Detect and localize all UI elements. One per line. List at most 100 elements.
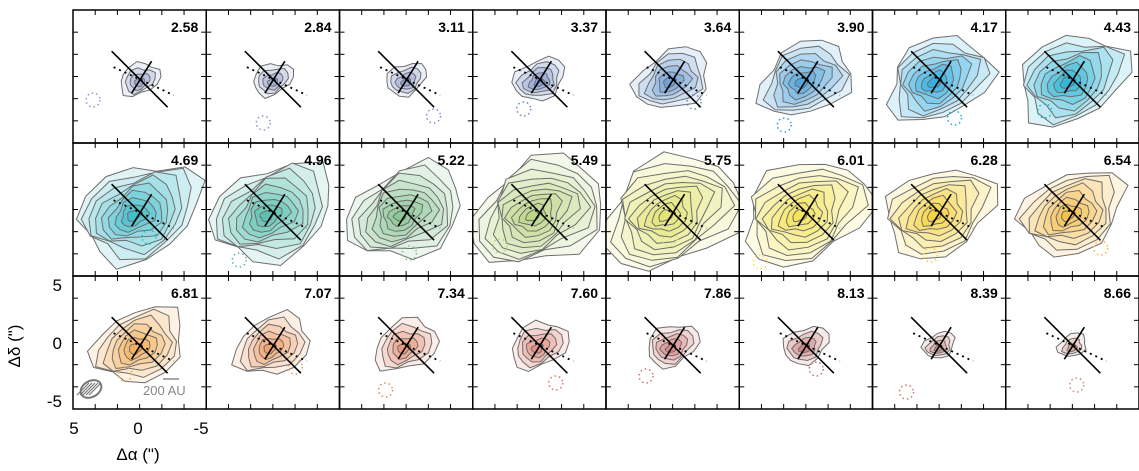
dotted-axis-line xyxy=(246,332,308,362)
minor-axis-line xyxy=(930,326,952,360)
dotted-axis-line xyxy=(246,66,308,96)
negative-contour xyxy=(231,252,247,268)
dotted-axis-line xyxy=(379,199,441,229)
emission-contours xyxy=(386,62,442,124)
velocity-label: 4.43 xyxy=(1104,19,1131,35)
dotted-axis-line xyxy=(779,66,841,96)
channel-panel: 3.37 xyxy=(472,9,607,144)
contour-level xyxy=(259,210,275,223)
y-tick-minus5: -5 xyxy=(47,392,62,411)
negative-contour xyxy=(808,361,824,377)
dotted-axis-line xyxy=(646,199,708,229)
channel-panel: 6.81 xyxy=(72,275,207,410)
minor-axis-line xyxy=(530,326,553,360)
x-tick-5: 5 xyxy=(69,419,78,438)
velocity-label: 4.69 xyxy=(171,152,198,168)
dotted-axis-line xyxy=(779,199,841,229)
y-tick-0: 0 xyxy=(53,334,62,353)
velocity-label: 5.49 xyxy=(571,152,598,168)
emission-contours xyxy=(782,325,830,377)
channel-panel: 8.66 xyxy=(1005,275,1139,410)
negative-contour xyxy=(946,110,963,126)
negative-contour xyxy=(255,115,271,131)
velocity-label: 3.11 xyxy=(438,19,465,35)
channel-panel: 4.69 xyxy=(72,142,207,277)
x-tick-minus5: -5 xyxy=(193,419,208,438)
minor-axis-line xyxy=(663,60,686,94)
minor-axis-line xyxy=(797,326,819,360)
dotted-axis-line xyxy=(512,66,574,96)
velocity-label: 6.54 xyxy=(1104,152,1131,168)
minor-axis-line xyxy=(1063,326,1086,360)
minor-axis-line xyxy=(264,326,286,360)
velocity-label: 6.28 xyxy=(971,152,998,168)
velocity-label: 6.81 xyxy=(171,285,198,301)
y-axis-label: Δδ (") xyxy=(5,325,24,368)
velocity-label: 4.17 xyxy=(971,19,998,35)
channel-panel: 5.49 xyxy=(472,142,607,277)
channel-panel: 7.07 xyxy=(205,275,341,410)
x-tick-0: 0 xyxy=(133,419,142,438)
minor-axis-line xyxy=(530,60,553,94)
minor-axis-line xyxy=(930,193,952,227)
emission-contours xyxy=(744,163,873,270)
emission-contours xyxy=(1021,34,1133,128)
negative-contour xyxy=(922,247,939,263)
negative-contour xyxy=(287,359,303,375)
velocity-label: 8.66 xyxy=(1104,285,1131,301)
minor-axis-line xyxy=(130,60,153,94)
minor-axis-line xyxy=(1063,193,1086,227)
negative-contour xyxy=(1069,377,1085,393)
dotted-axis-line xyxy=(113,66,175,96)
minor-axis-line xyxy=(130,193,153,227)
minor-axis-line xyxy=(397,193,419,227)
velocity-label: 3.90 xyxy=(837,19,864,35)
dotted-axis-line xyxy=(379,66,441,96)
emission-contours xyxy=(75,166,206,270)
channel-panel: 7.34 xyxy=(338,275,474,410)
dotted-axis-line xyxy=(512,199,574,229)
velocity-label: 8.13 xyxy=(837,285,864,301)
velocity-label: 3.64 xyxy=(704,19,731,35)
negative-contour xyxy=(85,92,101,108)
scale-bar-label: 200 AU xyxy=(143,383,186,398)
channel-panel: 4.43 xyxy=(1005,9,1139,144)
channel-panel: 2.84 xyxy=(205,9,341,144)
channel-panel: 5.22 xyxy=(338,142,474,277)
emission-contours xyxy=(208,161,330,268)
channel-panel: 7.60 xyxy=(472,275,607,410)
dotted-axis-line xyxy=(113,199,175,229)
beam-ellipse xyxy=(76,379,103,399)
channel-panel: 6.54 xyxy=(1005,142,1139,277)
velocity-label: 6.01 xyxy=(837,152,864,168)
negative-contour xyxy=(377,382,394,398)
emission-contours xyxy=(231,309,311,375)
minor-axis-line xyxy=(930,60,952,94)
negative-contour xyxy=(686,94,702,110)
channel-panel: 4.96 xyxy=(205,142,341,277)
dotted-axis-line xyxy=(912,66,974,96)
channel-panel: 4.17 xyxy=(871,9,1007,144)
dotted-axis-line xyxy=(779,332,841,362)
dotted-axis-line xyxy=(379,332,441,362)
dotted-axis-line xyxy=(646,66,708,96)
channel-panel: 2.58 xyxy=(72,9,207,144)
channel-panel: 3.64 xyxy=(605,9,740,144)
negative-contour xyxy=(492,238,508,254)
channel-panel: 3.11 xyxy=(338,9,474,144)
minor-axis-line xyxy=(1063,60,1086,94)
velocity-label: 7.07 xyxy=(304,285,331,301)
velocity-label: 4.96 xyxy=(304,152,331,168)
y-tick-5: 5 xyxy=(53,276,62,295)
negative-contour xyxy=(638,368,654,384)
contour-level xyxy=(126,209,142,222)
dotted-axis-line xyxy=(1045,66,1107,96)
negative-contour xyxy=(516,101,532,117)
dotted-axis-line xyxy=(512,332,574,362)
velocity-label: 5.75 xyxy=(704,152,731,168)
minor-axis-line xyxy=(264,60,286,94)
dotted-axis-line xyxy=(113,332,175,362)
channel-panel: 8.13 xyxy=(738,275,874,410)
negative-contour xyxy=(1093,240,1109,256)
minor-axis-line xyxy=(797,193,819,227)
